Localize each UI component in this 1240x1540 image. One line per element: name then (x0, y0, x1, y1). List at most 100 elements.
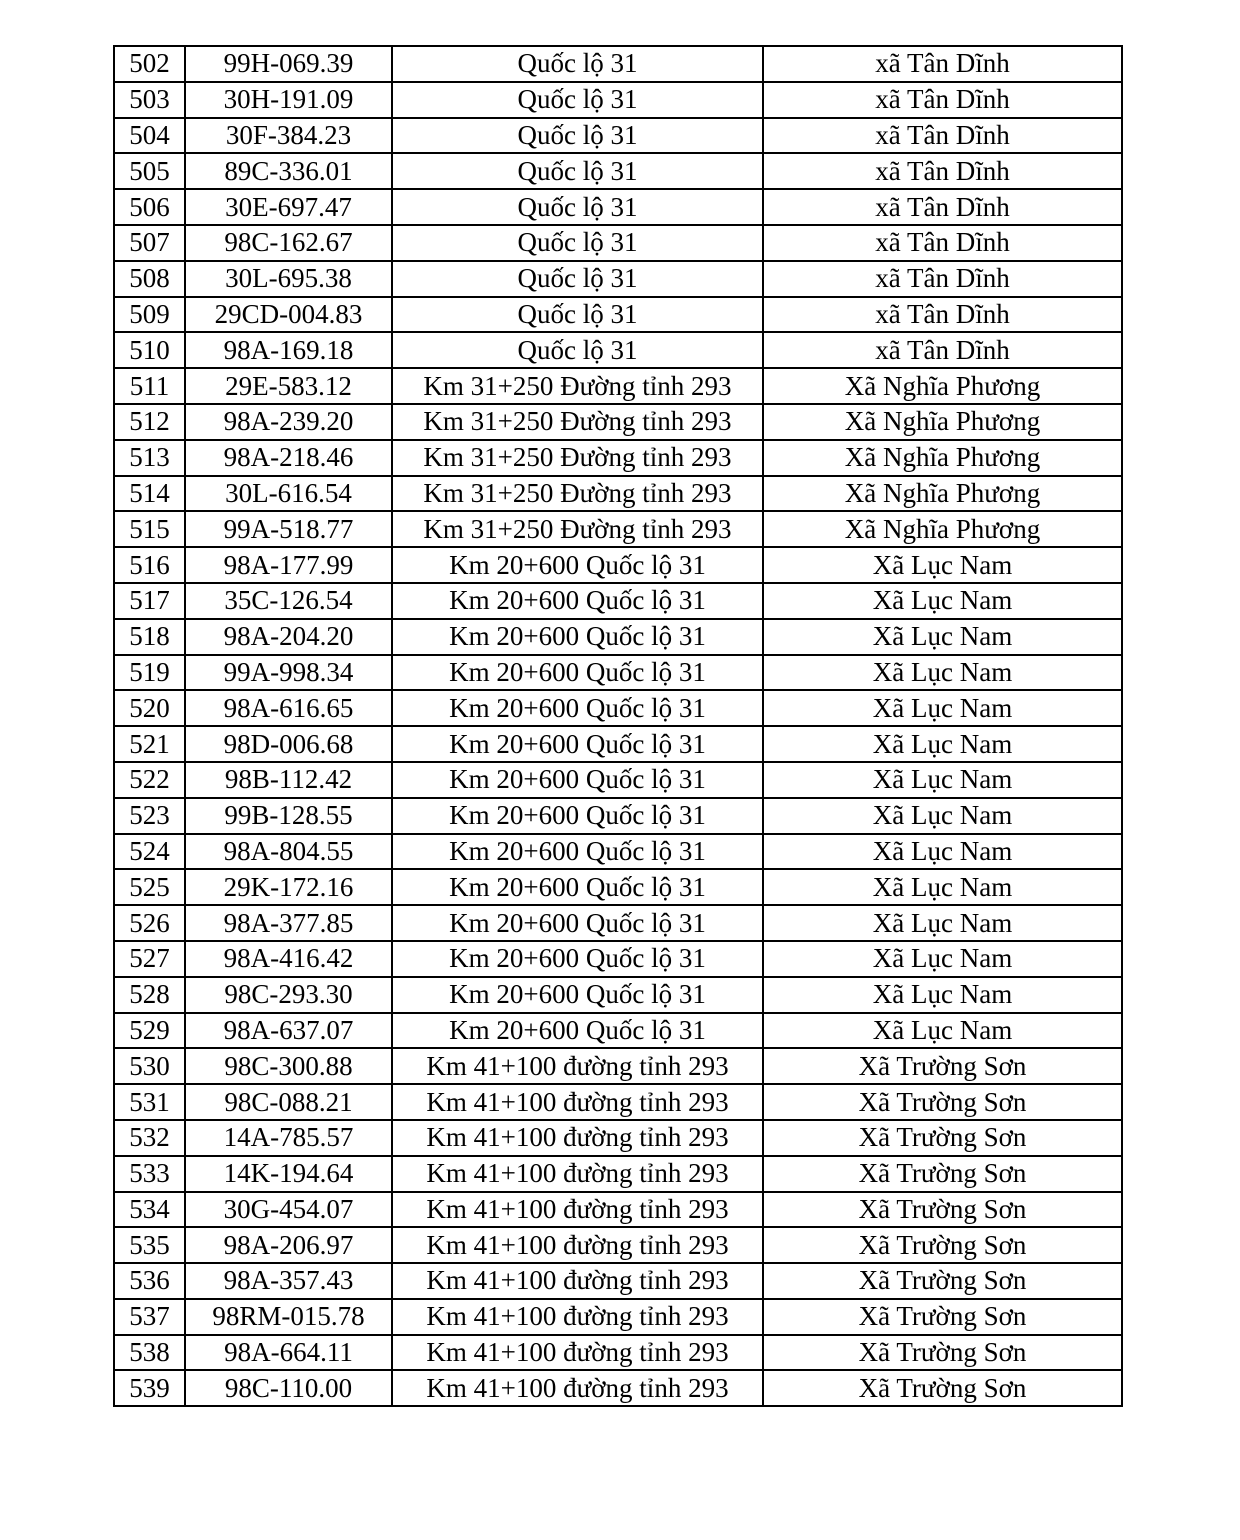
row-number-cell: 510 (113, 331, 186, 370)
table-row: 503 30H-191.09 Quốc lộ 31 xã Tân Dĩnh (113, 80, 1123, 119)
table-row: 526 98A-377.85 Km 20+600 Quốc lộ 31 Xã Lục … (113, 904, 1123, 942)
row-number-cell: 517 (113, 581, 186, 620)
row-number-cell: 516 (113, 546, 186, 584)
table-row: 520 98A-616.65 Km 20+600 Quốc lộ 31 Xã Lục … (113, 689, 1123, 728)
license-plate-cell: 35C-126.54 (184, 581, 393, 620)
commune-cell: xã Tân Dĩnh (762, 45, 1123, 83)
table-row: 533 14K-194.64 Km 41+100 đường tỉnh 293 Xã … (113, 1154, 1123, 1193)
license-plate-cell: 98A-177.99 (184, 546, 393, 584)
location-cell: Km 20+600 Quốc lộ 31 (391, 904, 764, 942)
license-plate-cell: 98A-218.46 (184, 438, 393, 477)
row-number-cell: 527 (113, 939, 186, 978)
commune-cell: Xã Trường Sơn (762, 1369, 1123, 1408)
location-cell: Km 20+600 Quốc lộ 31 (391, 689, 764, 728)
table-row: 530 98C-300.88 Km 41+100 đường tỉnh 293 Xã … (113, 1047, 1123, 1086)
commune-cell: xã Tân Dĩnh (762, 188, 1123, 226)
row-number-cell: 529 (113, 1011, 186, 1050)
row-number-cell: 537 (113, 1297, 186, 1336)
table-row: 514 30L-616.54 Km 31+250 Đường tỉnh 293 Xã … (113, 474, 1123, 513)
commune-cell: Xã Lục Nam (762, 939, 1123, 978)
location-cell: Km 31+250 Đường tỉnh 293 (391, 474, 764, 513)
violation-table: 502 99H-069.39 Quốc lộ 31 xã Tân Dĩnh 503 30H… (113, 45, 1123, 1408)
license-plate-cell: 98A-377.85 (184, 904, 393, 942)
location-cell: Quốc lộ 31 (391, 45, 764, 83)
license-plate-cell: 98A-664.11 (184, 1333, 393, 1372)
location-cell: Km 20+600 Quốc lộ 31 (391, 546, 764, 584)
license-plate-cell: 98C-110.00 (184, 1369, 393, 1408)
row-number-cell: 536 (113, 1262, 186, 1300)
row-number-cell: 509 (113, 295, 186, 334)
row-number-cell: 522 (113, 760, 186, 799)
row-number-cell: 512 (113, 402, 186, 441)
license-plate-cell: 98C-088.21 (184, 1083, 393, 1121)
location-cell: Km 31+250 Đường tỉnh 293 (391, 402, 764, 441)
commune-cell: Xã Lục Nam (762, 617, 1123, 656)
row-number-cell: 514 (113, 474, 186, 513)
row-number-cell: 526 (113, 904, 186, 942)
location-cell: Quốc lộ 31 (391, 223, 764, 262)
commune-cell: Xã Nghĩa Phương (762, 510, 1123, 549)
table-row: 518 98A-204.20 Km 20+600 Quốc lộ 31 Xã Lục … (113, 617, 1123, 656)
table-row: 522 98B-112.42 Km 20+600 Quốc lộ 31 Xã Lục … (113, 760, 1123, 799)
commune-cell: Xã Trường Sơn (762, 1190, 1123, 1229)
commune-cell: Xã Lục Nam (762, 796, 1123, 835)
license-plate-cell: 98D-006.68 (184, 725, 393, 763)
commune-cell: xã Tân Dĩnh (762, 223, 1123, 262)
location-cell: Km 31+250 Đường tỉnh 293 (391, 438, 764, 477)
commune-cell: Xã Nghĩa Phương (762, 438, 1123, 477)
table-row: 517 35C-126.54 Km 20+600 Quốc lộ 31 Xã Lục … (113, 581, 1123, 620)
commune-cell: Xã Lục Nam (762, 581, 1123, 620)
license-plate-cell: 29CD-004.83 (184, 295, 393, 334)
license-plate-cell: 98A-804.55 (184, 832, 393, 871)
location-cell: Km 20+600 Quốc lộ 31 (391, 796, 764, 835)
license-plate-cell: 29E-583.12 (184, 367, 393, 405)
table-row: 534 30G-454.07 Km 41+100 đường tỉnh 293 Xã … (113, 1190, 1123, 1229)
row-number-cell: 528 (113, 975, 186, 1014)
table-row: 531 98C-088.21 Km 41+100 đường tỉnh 293 Xã … (113, 1083, 1123, 1121)
location-cell: Km 41+100 đường tỉnh 293 (391, 1154, 764, 1193)
license-plate-cell: 98RM-015.78 (184, 1297, 393, 1336)
license-plate-cell: 98B-112.42 (184, 760, 393, 799)
row-number-cell: 507 (113, 223, 186, 262)
table-row: 505 89C-336.01 Quốc lộ 31 xã Tân Dĩnh (113, 152, 1123, 191)
license-plate-cell: 30H-191.09 (184, 80, 393, 119)
location-cell: Quốc lộ 31 (391, 331, 764, 370)
license-plate-cell: 30G-454.07 (184, 1190, 393, 1229)
location-cell: Km 41+100 đường tỉnh 293 (391, 1047, 764, 1086)
location-cell: Km 41+100 đường tỉnh 293 (391, 1297, 764, 1336)
table-row: 532 14A-785.57 Km 41+100 đường tỉnh 293 Xã … (113, 1118, 1123, 1157)
table-row: 536 98A-357.43 Km 41+100 đường tỉnh 293 Xã … (113, 1262, 1123, 1300)
commune-cell: Xã Trường Sơn (762, 1154, 1123, 1193)
location-cell: Km 20+600 Quốc lộ 31 (391, 581, 764, 620)
location-cell: Quốc lộ 31 (391, 80, 764, 119)
row-number-cell: 506 (113, 188, 186, 226)
row-number-cell: 538 (113, 1333, 186, 1372)
commune-cell: xã Tân Dĩnh (762, 331, 1123, 370)
table-row: 523 99B-128.55 Km 20+600 Quốc lộ 31 Xã Lục … (113, 796, 1123, 835)
license-plate-cell: 98A-206.97 (184, 1226, 393, 1265)
table-row: 510 98A-169.18 Quốc lộ 31 xã Tân Dĩnh (113, 331, 1123, 370)
license-plate-cell: 30L-695.38 (184, 259, 393, 298)
license-plate-cell: 98C-300.88 (184, 1047, 393, 1086)
table-row: 507 98C-162.67 Quốc lộ 31 xã Tân Dĩnh (113, 223, 1123, 262)
row-number-cell: 518 (113, 617, 186, 656)
license-plate-cell: 29K-172.16 (184, 868, 393, 907)
commune-cell: Xã Lục Nam (762, 725, 1123, 763)
location-cell: Km 41+100 đường tỉnh 293 (391, 1190, 764, 1229)
license-plate-cell: 98A-357.43 (184, 1262, 393, 1300)
commune-cell: Xã Nghĩa Phương (762, 402, 1123, 441)
row-number-cell: 539 (113, 1369, 186, 1408)
location-cell: Km 31+250 Đường tỉnh 293 (391, 367, 764, 405)
license-plate-cell: 99B-128.55 (184, 796, 393, 835)
table-row: 528 98C-293.30 Km 20+600 Quốc lộ 31 Xã Lục … (113, 975, 1123, 1014)
row-number-cell: 504 (113, 116, 186, 155)
license-plate-cell: 98C-293.30 (184, 975, 393, 1014)
commune-cell: xã Tân Dĩnh (762, 116, 1123, 155)
location-cell: Km 20+600 Quốc lộ 31 (391, 653, 764, 692)
table-row: 509 29CD-004.83 Quốc lộ 31 xã Tân Dĩnh (113, 295, 1123, 334)
commune-cell: Xã Lục Nam (762, 546, 1123, 584)
location-cell: Km 41+100 đường tỉnh 293 (391, 1333, 764, 1372)
commune-cell: Xã Trường Sơn (762, 1226, 1123, 1265)
row-number-cell: 535 (113, 1226, 186, 1265)
license-plate-cell: 98A-416.42 (184, 939, 393, 978)
